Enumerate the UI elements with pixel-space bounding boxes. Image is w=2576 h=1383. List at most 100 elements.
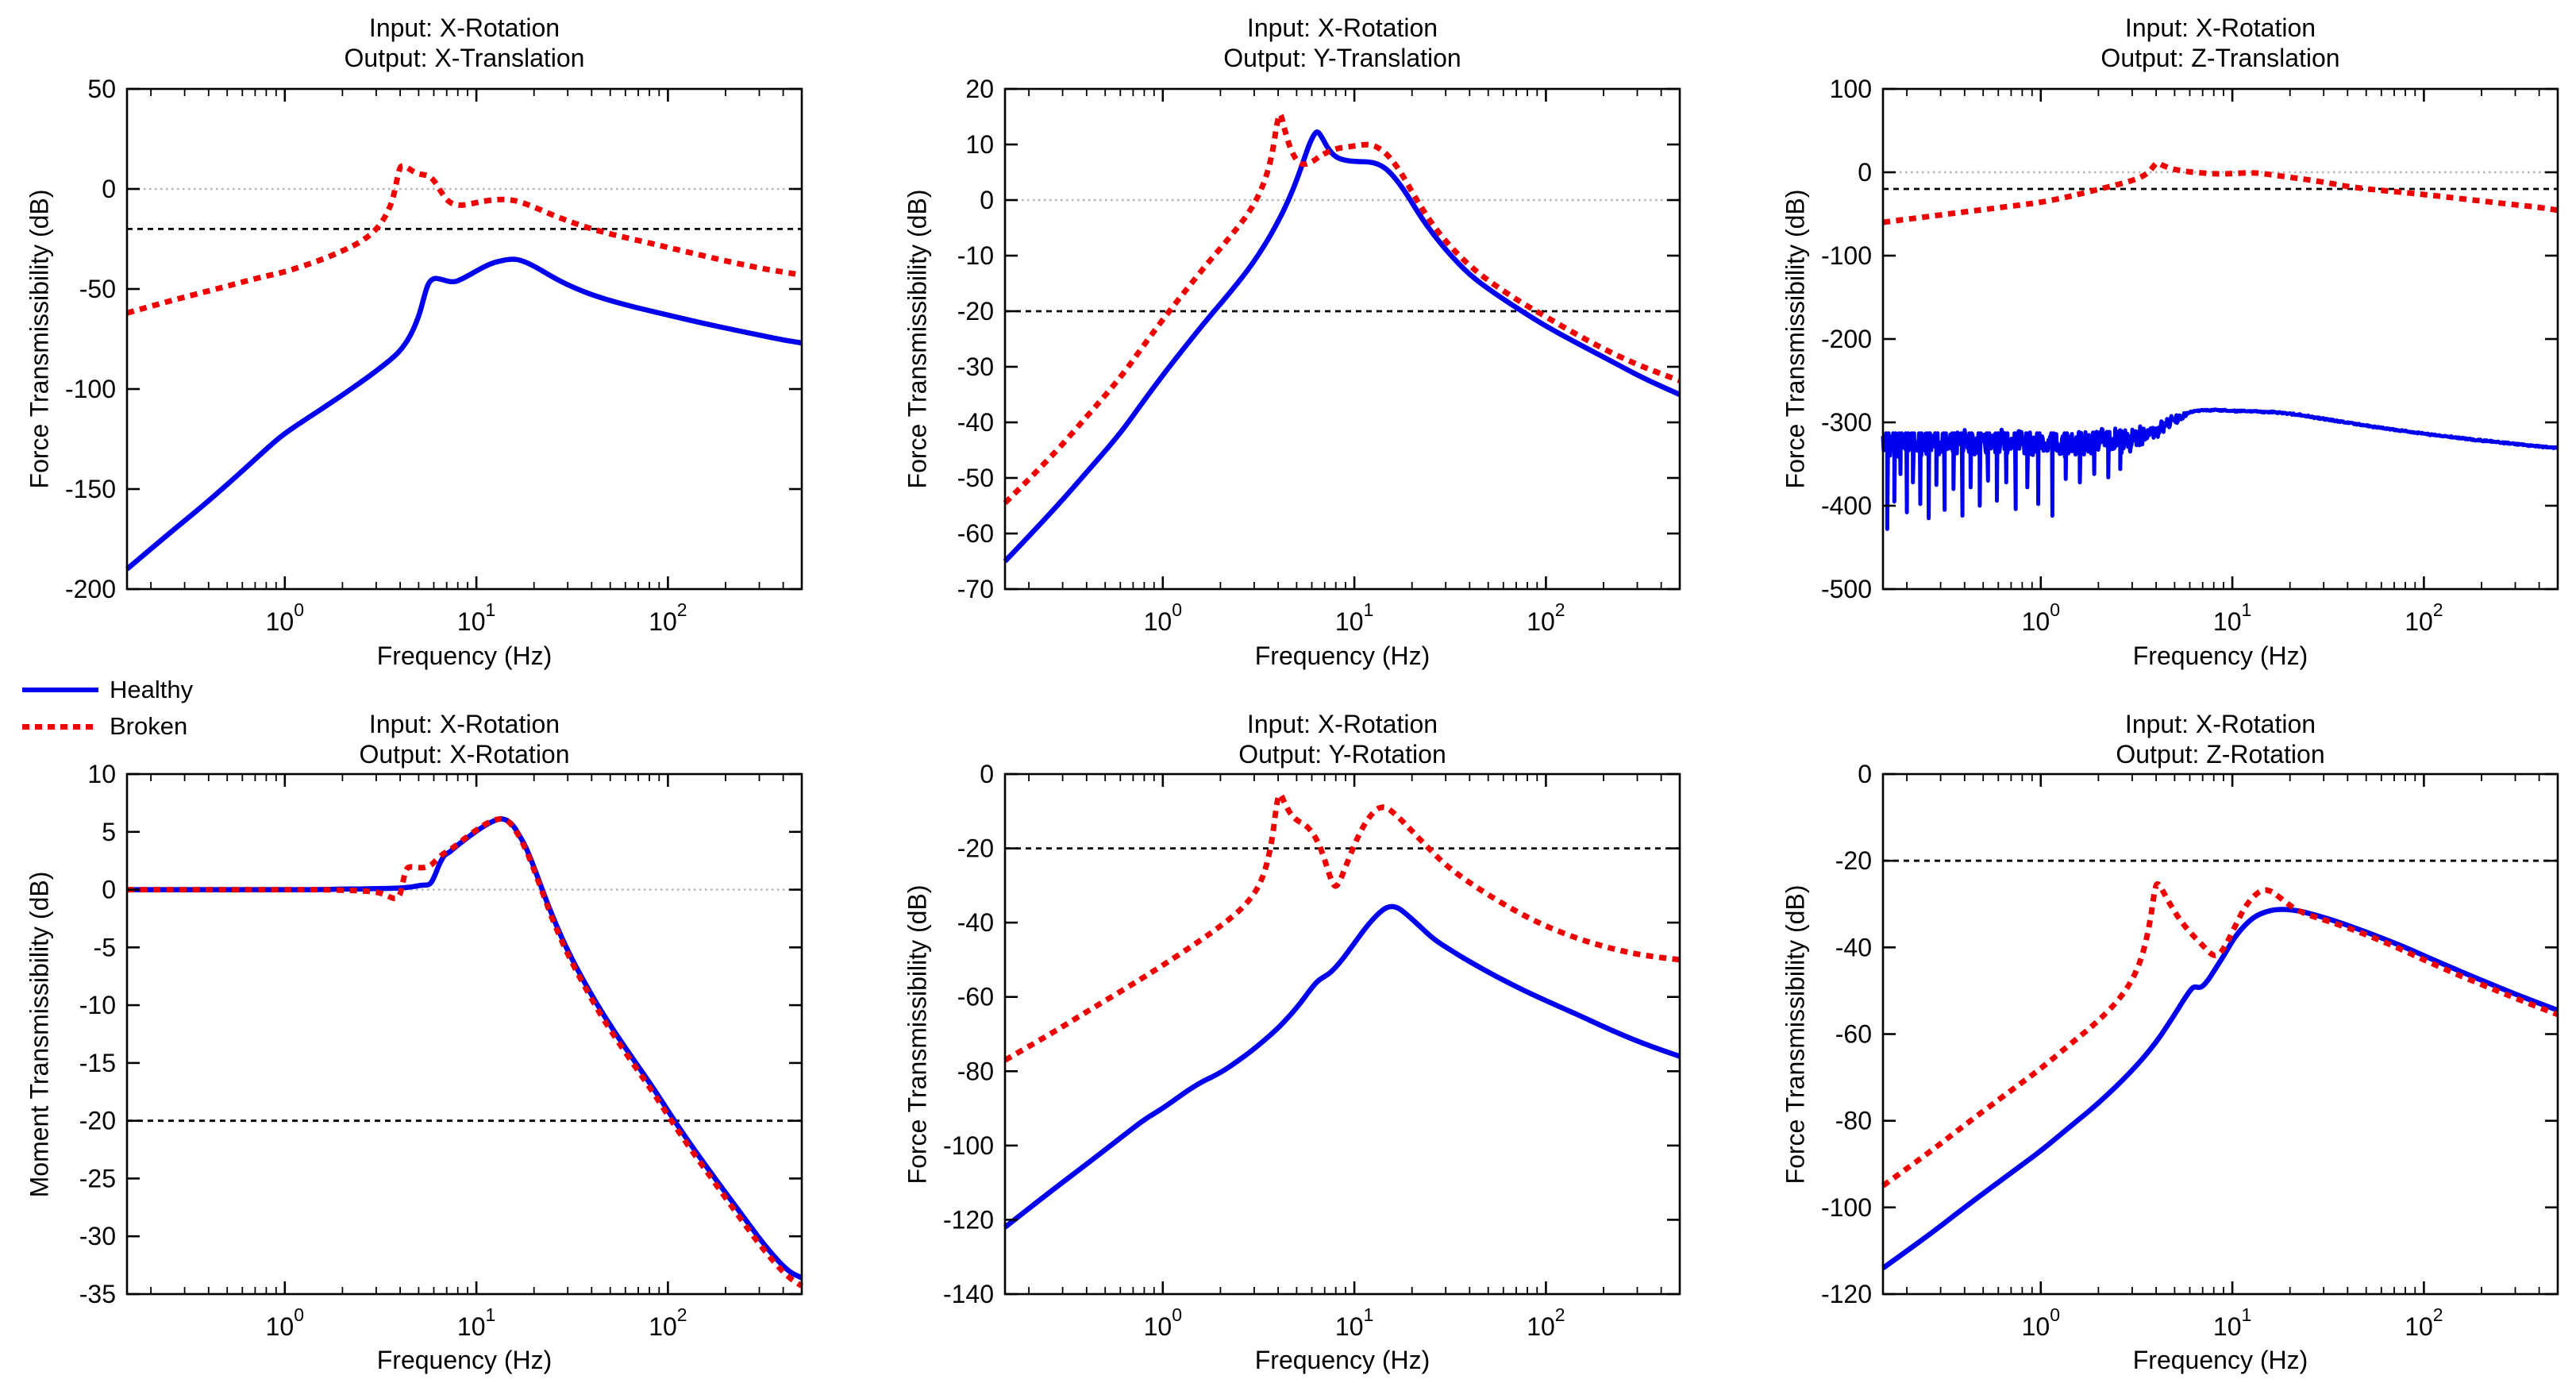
axes-box	[125, 772, 803, 1296]
legend-item-healthy: Healthy	[22, 672, 193, 708]
plot-title-output: Output: X-Translation	[344, 44, 585, 72]
y-tick-label: 0	[102, 175, 116, 203]
y-tick-label: -30	[79, 1222, 116, 1250]
series-healthy-curve	[1003, 129, 1681, 564]
series-healthy-curve	[1881, 907, 2559, 1270]
y-tick-label: -40	[1835, 933, 1872, 961]
x-axis-label: Frequency (Hz)	[2132, 1346, 2308, 1374]
y-tick-label: -5	[94, 933, 116, 961]
y-tick-label: -120	[1821, 1280, 1872, 1308]
legend-item-broken: Broken	[22, 708, 193, 745]
y-tick-label: 10	[87, 760, 116, 788]
plot-title-output: Output: Z-Translation	[2100, 44, 2340, 72]
series-healthy-curve	[125, 256, 803, 572]
y-tick-label: 0	[1858, 760, 1872, 788]
plot-title-input: Input: X-Rotation	[1246, 13, 1438, 42]
y-tick-label: -60	[1835, 1020, 1872, 1049]
y-tick-label: -15	[79, 1049, 116, 1077]
y-tick-label: -120	[943, 1205, 994, 1234]
x-tick-label: 102	[649, 1304, 687, 1341]
series-broken-curve	[126, 815, 803, 1289]
y-tick-label: -20	[957, 297, 994, 326]
plot-title-input: Input: X-Rotation	[2124, 13, 2316, 42]
x-tick-label: 100	[1144, 599, 1182, 636]
x-tick-label: 102	[1527, 599, 1565, 636]
y-tick-label: 0	[1858, 158, 1872, 187]
y-tick-label: -300	[1821, 408, 1872, 437]
y-tick-label: -70	[957, 575, 994, 603]
y-axis-label: Moment Transmissibility (dB)	[25, 871, 54, 1198]
y-tick-label: -35	[79, 1280, 116, 1308]
plot-canvas: 100 101 102 0 -20 -40 -60 -80 -100 -120 -140	[943, 760, 1681, 1341]
y-tick-label: 50	[87, 75, 116, 103]
y-tick-label: -60	[957, 519, 994, 548]
x-axis-label: Frequency (Hz)	[2132, 641, 2308, 670]
y-axis-label: Force Transmissibility (dB)	[25, 189, 54, 489]
y-tick-label: -25	[79, 1164, 116, 1192]
y-tick-label: -100	[943, 1131, 994, 1160]
x-tick-label: 100	[1144, 1304, 1182, 1341]
x-tick-label: 101	[457, 1304, 495, 1341]
x-tick-label: 101	[457, 599, 495, 636]
subplot-y-rotation: 100 101 102 0 -20 -40 -60 -80 -100 -120 -140 Input…	[878, 692, 1698, 1383]
y-tick-label: -80	[957, 1057, 994, 1085]
x-tick-label: 102	[1527, 1304, 1565, 1341]
y-tick-label: -140	[943, 1280, 994, 1308]
x-tick-label: 100	[2022, 599, 2060, 636]
broken-line-sample	[22, 723, 98, 730]
y-axis-label: Force Transmissibility (dB)	[1781, 189, 1810, 489]
y-axis-label: Force Transmissibility (dB)	[903, 189, 932, 489]
subplot-x-rotation: 100 101 102 10 5 0 -5 -10 -15 -20 -25 -30 -35 Input:…	[0, 692, 820, 1383]
y-tick-label: -30	[957, 352, 994, 381]
x-tick-label: 101	[1335, 1304, 1373, 1341]
y-tick-label: -20	[957, 834, 994, 863]
plot-title-input: Input: X-Rotation	[2124, 710, 2316, 738]
x-axis-label: Frequency (Hz)	[376, 641, 553, 670]
axes-box	[125, 87, 803, 591]
series-healthy-curve	[126, 816, 803, 1281]
y-axis-label: Force Transmissibility (dB)	[903, 884, 932, 1185]
series-healthy-curve	[1881, 407, 2559, 531]
subplot-y-translation: 100 101 102 20 10 0 -10 -20 -30 -40 -50 -60 -70 Inpu…	[878, 0, 1698, 692]
plot-title-input: Input: X-Rotation	[368, 710, 560, 738]
y-tick-label: 0	[980, 186, 994, 214]
y-tick-label: -80	[1835, 1107, 1872, 1135]
y-tick-label: -10	[79, 991, 116, 1019]
plot-canvas: 100 101 102 50 0 -50 -100 -150 -200	[65, 75, 803, 636]
x-tick-label: 101	[2213, 1304, 2251, 1341]
y-tick-label: -20	[79, 1107, 116, 1135]
plot-title-output: Output: Y-Rotation	[1238, 740, 1446, 769]
plot-title-output: Output: X-Rotation	[359, 740, 570, 769]
y-tick-label: -500	[1821, 575, 1872, 603]
axes-box	[1881, 772, 2559, 1296]
x-axis-label: Frequency (Hz)	[376, 1346, 553, 1374]
x-axis-label: Frequency (Hz)	[1254, 1346, 1430, 1374]
y-tick-label: -100	[65, 375, 116, 403]
plot-title-input: Input: X-Rotation	[368, 13, 560, 42]
legend-label-healthy: Healthy	[110, 676, 194, 703]
plot-canvas: 100 101 102 100 0 -100 -200 -300 -400 -500	[1821, 75, 2559, 636]
plot-title-input: Input: X-Rotation	[1246, 710, 1438, 738]
legend-label-broken: Broken	[110, 712, 188, 740]
y-axis-label: Force Transmissibility (dB)	[1781, 884, 1810, 1185]
x-tick-label: 100	[266, 599, 304, 636]
subplot-z-rotation: 100 101 102 0 -20 -40 -60 -80 -100 -120 Input: X-…	[1756, 692, 2576, 1383]
y-tick-label: -10	[957, 241, 994, 270]
series-broken-curve	[1003, 792, 1681, 1063]
axes-box	[1003, 772, 1681, 1296]
y-tick-label: 100	[1830, 75, 1872, 103]
y-tick-label: -50	[79, 275, 116, 303]
plot-title-output: Output: Z-Rotation	[2116, 740, 2325, 769]
axes-box	[1881, 87, 2559, 591]
series-healthy-curve	[1003, 903, 1681, 1230]
y-tick-label: 10	[965, 130, 994, 159]
y-tick-label: -100	[1821, 1193, 1872, 1222]
y-tick-label: -200	[1821, 325, 1872, 353]
subplot-z-translation: 100 101 102 100 0 -100 -200 -300 -400 -500 Input:…	[1756, 0, 2576, 692]
y-tick-label: 0	[980, 760, 994, 788]
y-tick-label: -60	[957, 983, 994, 1011]
x-tick-label: 101	[1335, 599, 1373, 636]
x-tick-label: 102	[2405, 599, 2443, 636]
